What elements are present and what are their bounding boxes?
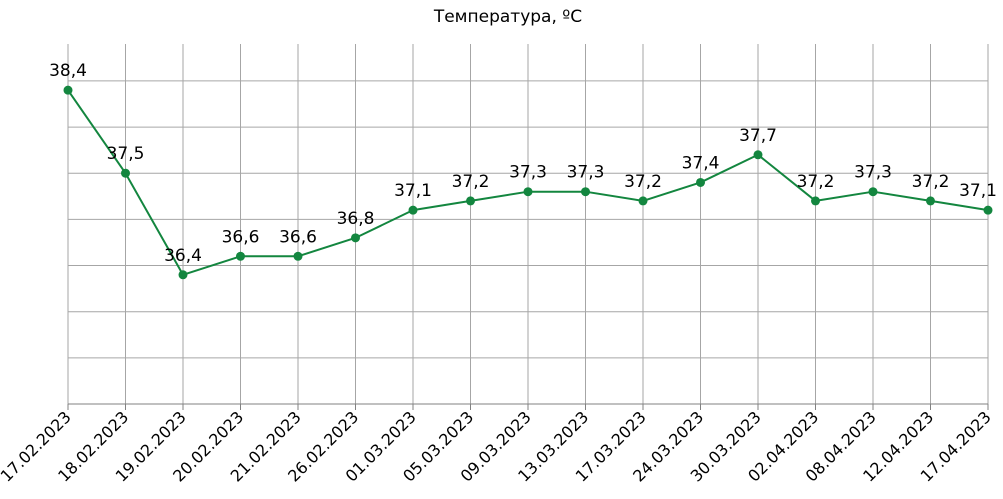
data-label: 36,6 — [222, 227, 260, 247]
data-label: 37,3 — [567, 163, 605, 183]
data-point — [983, 205, 993, 215]
data-label: 37,2 — [912, 172, 950, 192]
data-label: 37,3 — [509, 163, 547, 183]
data-point — [121, 168, 130, 178]
data-point — [523, 187, 533, 197]
data-label: 37,3 — [854, 163, 892, 183]
x-tick-labels: 17.02.202318.02.202319.02.202320.02.2023… — [0, 407, 995, 485]
data-point — [293, 251, 303, 261]
data-label: 37,1 — [959, 181, 997, 201]
data-point — [753, 150, 763, 160]
data-point — [868, 187, 878, 197]
data-point — [926, 196, 935, 206]
data-point — [811, 196, 820, 206]
data-point — [351, 233, 360, 243]
data-point — [581, 187, 590, 197]
chart-title: Температура, ºС — [433, 7, 582, 27]
data-label: 37,5 — [107, 144, 145, 164]
data-label: 37,2 — [452, 172, 490, 192]
data-label: 37,2 — [797, 172, 835, 192]
data-points — [63, 85, 993, 280]
data-label: 38,4 — [49, 61, 87, 81]
data-label: 36,6 — [279, 227, 317, 247]
data-point — [178, 270, 188, 280]
data-labels: 38,4 37,5 36,4 36,6 36,6 36,8 37,1 37,2 37,3 37,3… — [49, 61, 997, 266]
grid — [67, 44, 989, 404]
data-point — [408, 205, 418, 215]
data-label: 37,7 — [739, 126, 777, 146]
data-label: 37,1 — [394, 181, 432, 201]
data-point — [466, 196, 475, 206]
data-label: 36,4 — [164, 246, 202, 266]
data-label: 37,2 — [624, 172, 662, 192]
data-label: 36,8 — [337, 209, 375, 229]
data-point — [696, 177, 705, 187]
data-point — [236, 251, 245, 261]
data-point — [63, 85, 73, 95]
data-point — [638, 196, 648, 206]
data-label: 37,4 — [682, 153, 720, 173]
x-axis — [67, 403, 989, 410]
